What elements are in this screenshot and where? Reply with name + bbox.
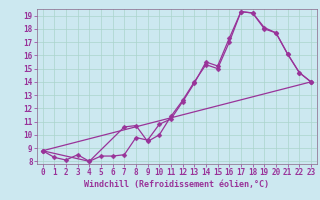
X-axis label: Windchill (Refroidissement éolien,°C): Windchill (Refroidissement éolien,°C) bbox=[84, 180, 269, 189]
